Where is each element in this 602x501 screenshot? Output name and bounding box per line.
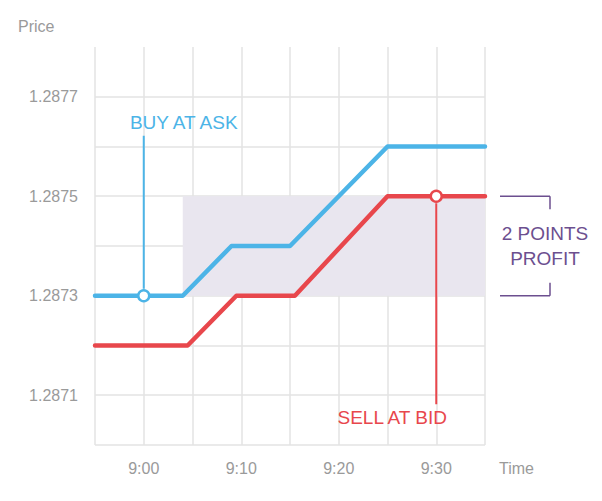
svg-text:2 POINTS: 2 POINTS (502, 223, 589, 244)
svg-text:9:30: 9:30 (421, 460, 452, 477)
svg-text:BUY AT ASK: BUY AT ASK (130, 112, 238, 133)
svg-text:1.2871: 1.2871 (29, 387, 78, 404)
svg-text:1.2877: 1.2877 (29, 88, 78, 105)
svg-text:PROFIT: PROFIT (510, 248, 580, 269)
svg-text:9:00: 9:00 (128, 460, 159, 477)
svg-text:9:20: 9:20 (323, 460, 354, 477)
svg-text:9:10: 9:10 (226, 460, 257, 477)
svg-text:Price: Price (18, 18, 55, 35)
svg-text:SELL AT BID: SELL AT BID (338, 407, 447, 428)
svg-text:Time: Time (499, 460, 534, 477)
svg-text:1.2873: 1.2873 (29, 287, 78, 304)
svg-text:1.2875: 1.2875 (29, 188, 78, 205)
